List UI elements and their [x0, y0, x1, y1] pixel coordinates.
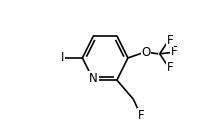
Text: F: F [167, 34, 173, 47]
Text: F: F [167, 61, 173, 74]
Text: O: O [141, 46, 150, 59]
Text: I: I [61, 51, 64, 64]
Text: F: F [171, 45, 178, 58]
Text: N: N [89, 72, 98, 85]
Text: F: F [138, 109, 144, 122]
